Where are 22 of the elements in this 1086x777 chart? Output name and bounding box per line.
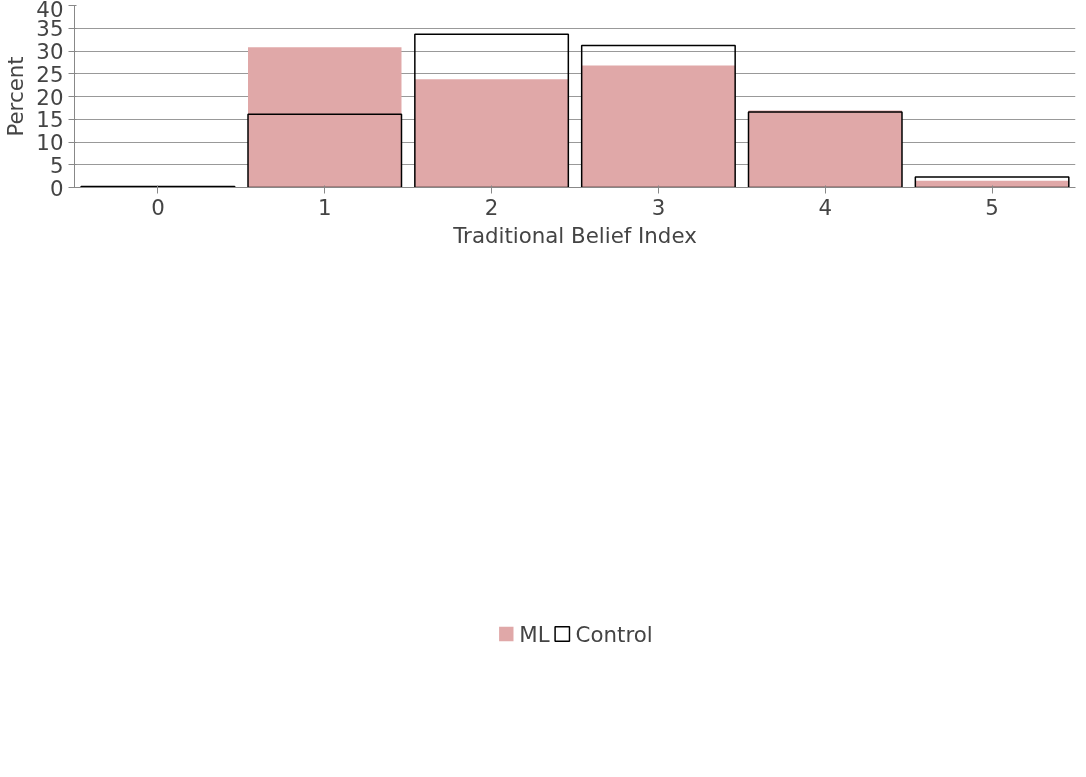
x-tick-label: 2 bbox=[484, 194, 499, 220]
y-tick-label: 0 bbox=[49, 175, 64, 201]
y-tick-label: 5 bbox=[49, 152, 64, 178]
y-tick-label: 30 bbox=[36, 39, 64, 64]
bar bbox=[581, 65, 736, 188]
x-axis-title: Traditional Belief Index bbox=[452, 222, 697, 248]
bar bbox=[80, 185, 236, 188]
bar bbox=[248, 47, 402, 188]
legend-label: Control bbox=[575, 621, 653, 647]
legend-label: ML bbox=[519, 621, 550, 647]
x-tick-label: 0 bbox=[151, 194, 165, 220]
y-tick-label: 25 bbox=[36, 61, 64, 87]
y-tick-label: 10 bbox=[36, 130, 64, 155]
y-axis-title: Percent bbox=[3, 56, 29, 137]
y-tick-label: 20 bbox=[36, 84, 64, 110]
x-tick-label: 1 bbox=[317, 194, 332, 220]
x-tick-label: 4 bbox=[818, 194, 833, 220]
y-tick-label: 15 bbox=[36, 107, 64, 133]
bar bbox=[414, 79, 569, 188]
x-tick-label: 5 bbox=[985, 194, 999, 220]
y-tick-label: 35 bbox=[36, 16, 64, 42]
x-tick-label: 3 bbox=[651, 194, 666, 220]
